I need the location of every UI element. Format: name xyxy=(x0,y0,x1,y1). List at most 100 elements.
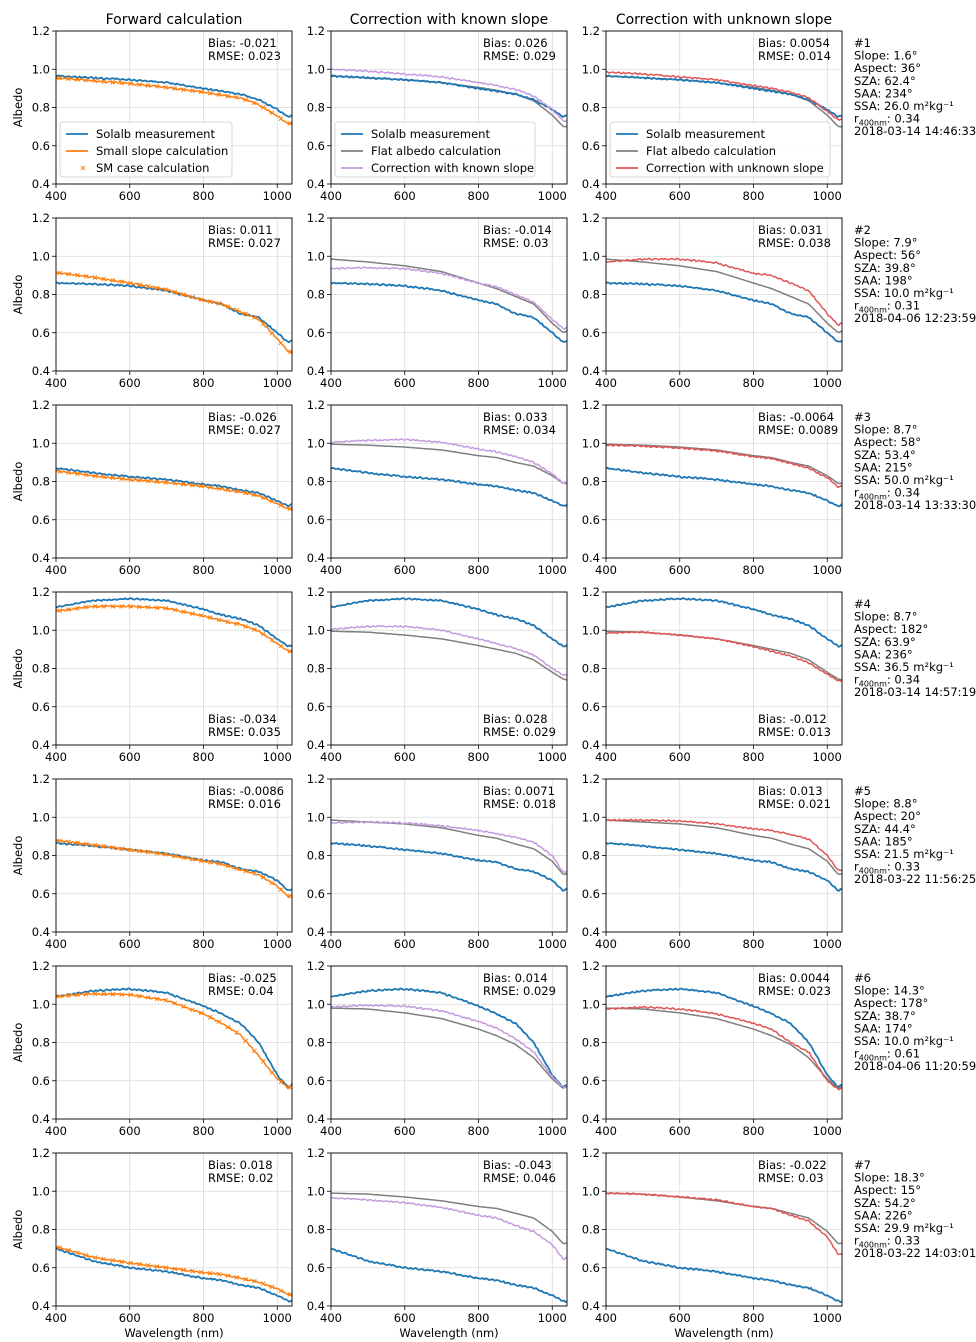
sm-case-marker xyxy=(136,82,142,87)
y-tick-label: 1.0 xyxy=(307,1184,325,1198)
sm-case-marker xyxy=(75,605,80,611)
y-tick-label: 1.2 xyxy=(307,24,325,38)
info-line: SZA: 63.9° xyxy=(854,635,916,649)
y-tick-label: 0.4 xyxy=(307,1299,325,1313)
info-line: r400nm: 0.34 xyxy=(854,112,920,128)
bias-label: Bias: 0.026 xyxy=(483,36,548,50)
y-tick-label: 0.4 xyxy=(32,738,50,752)
rmse-label: RMSE: 0.034 xyxy=(483,423,556,437)
sm-case-marker xyxy=(269,110,275,116)
sm-case-marker xyxy=(110,991,116,997)
sm-case-marker xyxy=(83,1252,89,1258)
legend: Solalb measurement Small slope calculatio… xyxy=(59,121,233,178)
sm-case-marker xyxy=(198,297,204,302)
bias-label: Bias: 0.028 xyxy=(483,712,548,726)
legend-label: Solalb measurement xyxy=(646,127,765,141)
info-line: SZA: 38.7° xyxy=(854,1009,916,1023)
series-line-unknown xyxy=(605,1005,843,1091)
y-tick-label: 0.6 xyxy=(307,326,325,340)
bias-label: Bias: -0.034 xyxy=(208,712,277,726)
rmse-label: RMSE: 0.02 xyxy=(208,1171,274,1185)
x-tick-label: 800 xyxy=(193,750,215,764)
sm-case-marker xyxy=(207,299,213,304)
panel-4-3: 400 600 800 1000 0.4 0.6 0.8 1.0 1.2 Bias: -0.012… xyxy=(582,585,843,764)
info-line: #5 xyxy=(854,784,871,798)
y-tick-label: 0.6 xyxy=(582,326,600,340)
x-tick-label: 600 xyxy=(669,563,691,577)
series-line-flat xyxy=(330,258,568,334)
sm-case-marker xyxy=(172,1266,178,1272)
rmse-label: RMSE: 0.027 xyxy=(208,236,281,250)
sm-case-marker xyxy=(83,274,89,279)
sm-case-marker xyxy=(110,79,116,85)
series-line-measurement xyxy=(55,467,293,508)
x-tick-label: 600 xyxy=(669,376,691,390)
info-line: SAA: 185° xyxy=(854,834,913,848)
info-line: 2018-03-22 14:03:01 xyxy=(854,1246,976,1260)
sm-case-marker xyxy=(243,1276,248,1282)
y-axis-label: Albedo xyxy=(11,649,25,689)
series-line-known xyxy=(330,624,568,677)
legend-label: Correction with unknown slope xyxy=(646,161,824,175)
info-line: r400nm: 0.61 xyxy=(854,1047,920,1063)
x-tick-label: 400 xyxy=(320,1311,342,1325)
sm-case-marker xyxy=(57,838,63,844)
y-tick-label: 0.8 xyxy=(32,662,50,676)
plot-frame xyxy=(55,404,293,559)
y-tick-label: 0.6 xyxy=(582,1074,600,1088)
y-tick-label: 1.0 xyxy=(32,436,50,450)
y-tick-label: 0.8 xyxy=(307,662,325,676)
x-tick-label: 1000 xyxy=(263,750,292,764)
info-line: 2018-03-14 14:57:19 xyxy=(854,685,976,699)
panel-5-1: 400 600 800 1000 0.4 0.6 0.8 1.0 1.2 Bias: -0.008… xyxy=(11,772,293,951)
y-tick-label: 1.2 xyxy=(582,211,600,225)
panel-2-1: 400 600 800 1000 0.4 0.6 0.8 1.0 1.2 Bias: 0.011R… xyxy=(11,211,293,390)
sm-case-marker xyxy=(287,1292,293,1297)
sm-case-marker xyxy=(198,613,204,618)
sm-case-marker xyxy=(172,853,178,859)
x-tick-label: 600 xyxy=(669,1124,691,1138)
info-line: #3 xyxy=(854,410,871,424)
series-line-unknown xyxy=(605,70,843,121)
y-tick-label: 0.8 xyxy=(32,849,50,863)
x-tick-label: 400 xyxy=(595,376,617,390)
info-line: Slope: 7.9° xyxy=(854,236,917,250)
legend-frame xyxy=(334,121,536,178)
info-line: #4 xyxy=(854,597,871,611)
sm-case-marker xyxy=(190,856,195,862)
sm-case-marker xyxy=(83,991,89,997)
info-line: r400nm: 0.34 xyxy=(854,486,920,502)
y-tick-label: 1.0 xyxy=(307,810,325,824)
sm-case-marker xyxy=(57,993,63,999)
sm-case-marker xyxy=(234,95,240,100)
legend-label: Solalb measurement xyxy=(371,127,490,141)
sm-case-marker xyxy=(207,1270,213,1276)
sm-case-marker xyxy=(190,1007,195,1013)
bias-label: Bias: 0.013 xyxy=(758,784,823,798)
sm-case-marker xyxy=(110,278,116,283)
panel-4-1: 400 600 800 1000 0.4 0.6 0.8 1.0 1.2 Bias: -0.034… xyxy=(11,585,293,764)
sm-case-marker xyxy=(110,845,116,850)
sm-case-marker xyxy=(66,1247,71,1253)
series-line-known xyxy=(330,1003,568,1089)
x-tick-label: 600 xyxy=(394,563,416,577)
sm-case-marker xyxy=(234,1275,240,1280)
y-axis-label: Albedo xyxy=(11,88,25,128)
sm-case-marker xyxy=(128,81,133,87)
y-tick-label: 0.6 xyxy=(582,1261,600,1275)
y-tick-label: 0.4 xyxy=(582,364,600,378)
sm-case-marker xyxy=(75,471,80,477)
series-line-flat xyxy=(606,443,842,485)
sm-case-marker xyxy=(145,284,151,289)
sm-case-marker xyxy=(234,1030,240,1035)
y-tick-label: 0.6 xyxy=(307,1074,325,1088)
x-tick-label: 800 xyxy=(468,937,490,951)
sm-case-marker xyxy=(181,1004,186,1009)
info-line: SAA: 174° xyxy=(854,1021,913,1035)
y-tick-label: 1.2 xyxy=(582,959,600,973)
sm-case-marker xyxy=(145,995,151,1000)
sm-case-marker xyxy=(243,1038,248,1044)
x-tick-label: 800 xyxy=(743,376,765,390)
panel-5-3: 400 600 800 1000 0.4 0.6 0.8 1.0 1.2 Bias: 0.013R… xyxy=(582,772,843,951)
rmse-label: RMSE: 0.014 xyxy=(758,49,831,63)
